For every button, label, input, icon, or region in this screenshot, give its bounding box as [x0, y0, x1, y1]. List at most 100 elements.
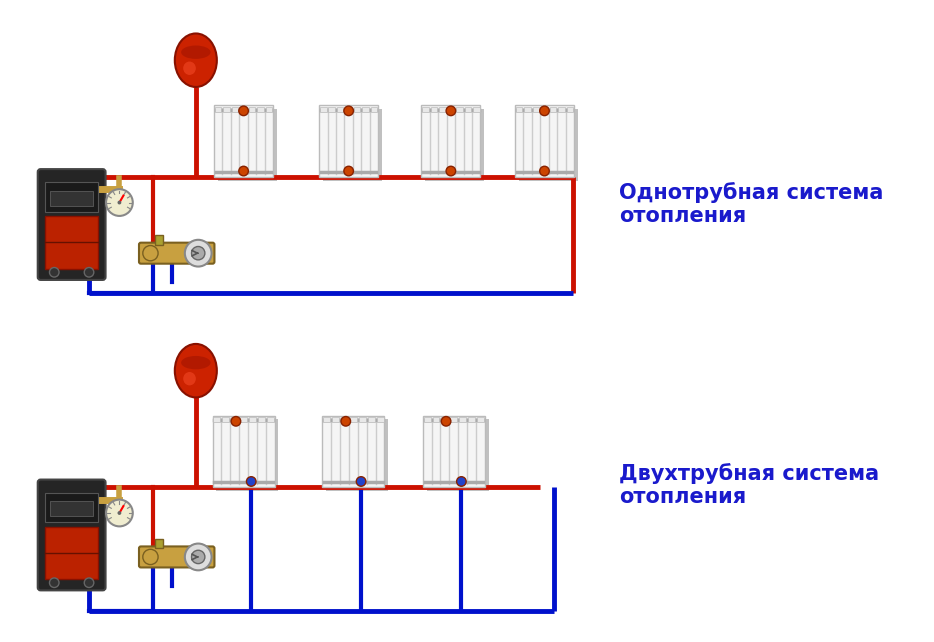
Bar [477, 417, 484, 422]
Bar [218, 109, 277, 180]
Bar [368, 417, 375, 422]
Circle shape [344, 106, 353, 116]
Bar [473, 107, 479, 112]
Bar [359, 417, 366, 422]
Bar [155, 235, 163, 245]
Circle shape [50, 578, 59, 587]
Bar [232, 107, 238, 112]
Bar [213, 415, 275, 487]
Circle shape [84, 578, 93, 587]
Bar [518, 109, 578, 180]
Bar [427, 419, 488, 491]
FancyBboxPatch shape [139, 546, 215, 568]
Bar [532, 107, 539, 112]
Bar [326, 419, 389, 491]
Bar [46, 493, 98, 523]
Bar [424, 417, 431, 422]
Circle shape [341, 417, 350, 426]
Bar [333, 417, 339, 422]
Bar [319, 105, 378, 177]
Bar [541, 107, 547, 112]
Bar [217, 419, 278, 491]
Bar [223, 107, 230, 112]
Circle shape [118, 201, 121, 204]
Bar [323, 417, 331, 422]
Ellipse shape [183, 372, 196, 385]
Bar [425, 109, 485, 180]
Bar [248, 107, 255, 112]
Ellipse shape [175, 33, 217, 87]
Bar [559, 107, 565, 112]
Bar [46, 182, 98, 212]
Ellipse shape [181, 356, 210, 369]
Bar [460, 417, 466, 422]
Ellipse shape [183, 62, 196, 75]
Bar [214, 105, 273, 177]
Bar [447, 107, 454, 112]
Circle shape [143, 245, 158, 261]
Bar [376, 417, 384, 422]
Bar [329, 107, 335, 112]
Circle shape [356, 477, 366, 486]
Bar [215, 107, 221, 112]
Bar [323, 109, 382, 180]
Ellipse shape [175, 344, 217, 397]
Bar [362, 107, 369, 112]
Bar [240, 417, 248, 422]
Bar [320, 107, 327, 112]
Circle shape [441, 417, 451, 426]
Circle shape [446, 106, 456, 116]
Bar [50, 501, 93, 516]
Bar [232, 417, 238, 422]
Bar [432, 417, 440, 422]
Ellipse shape [181, 46, 210, 59]
Bar [354, 107, 361, 112]
Circle shape [231, 417, 241, 426]
Circle shape [239, 166, 248, 176]
Bar [240, 107, 247, 112]
Bar [439, 107, 446, 112]
Circle shape [118, 511, 121, 515]
Circle shape [106, 499, 133, 526]
Bar [46, 526, 98, 579]
Bar [431, 107, 437, 112]
Circle shape [185, 240, 212, 266]
Bar [258, 417, 265, 422]
Circle shape [143, 550, 158, 564]
Circle shape [84, 268, 93, 277]
FancyBboxPatch shape [37, 169, 106, 280]
FancyBboxPatch shape [37, 480, 106, 591]
Bar [421, 105, 480, 177]
Circle shape [446, 166, 456, 176]
Bar [567, 107, 573, 112]
Circle shape [191, 247, 205, 260]
Bar [371, 107, 377, 112]
Bar [350, 417, 357, 422]
Circle shape [50, 268, 59, 277]
Bar [516, 107, 522, 112]
Circle shape [247, 477, 256, 486]
Bar [249, 417, 256, 422]
Text: Двухтрубная система
отопления: Двухтрубная система отопления [619, 464, 879, 507]
Bar [322, 415, 385, 487]
Circle shape [457, 477, 466, 486]
Bar [550, 107, 557, 112]
Bar [456, 107, 462, 112]
Circle shape [106, 189, 133, 216]
Circle shape [540, 106, 549, 116]
Circle shape [185, 544, 212, 570]
Bar [337, 107, 344, 112]
Bar [267, 417, 274, 422]
Circle shape [540, 166, 549, 176]
Bar [155, 539, 163, 548]
Bar [442, 417, 448, 422]
Bar [524, 107, 531, 112]
Circle shape [239, 106, 248, 116]
Bar [214, 417, 220, 422]
Bar [257, 107, 263, 112]
FancyBboxPatch shape [139, 243, 215, 264]
Bar [468, 417, 475, 422]
Circle shape [191, 550, 205, 564]
Bar [422, 107, 429, 112]
Bar [50, 191, 93, 205]
